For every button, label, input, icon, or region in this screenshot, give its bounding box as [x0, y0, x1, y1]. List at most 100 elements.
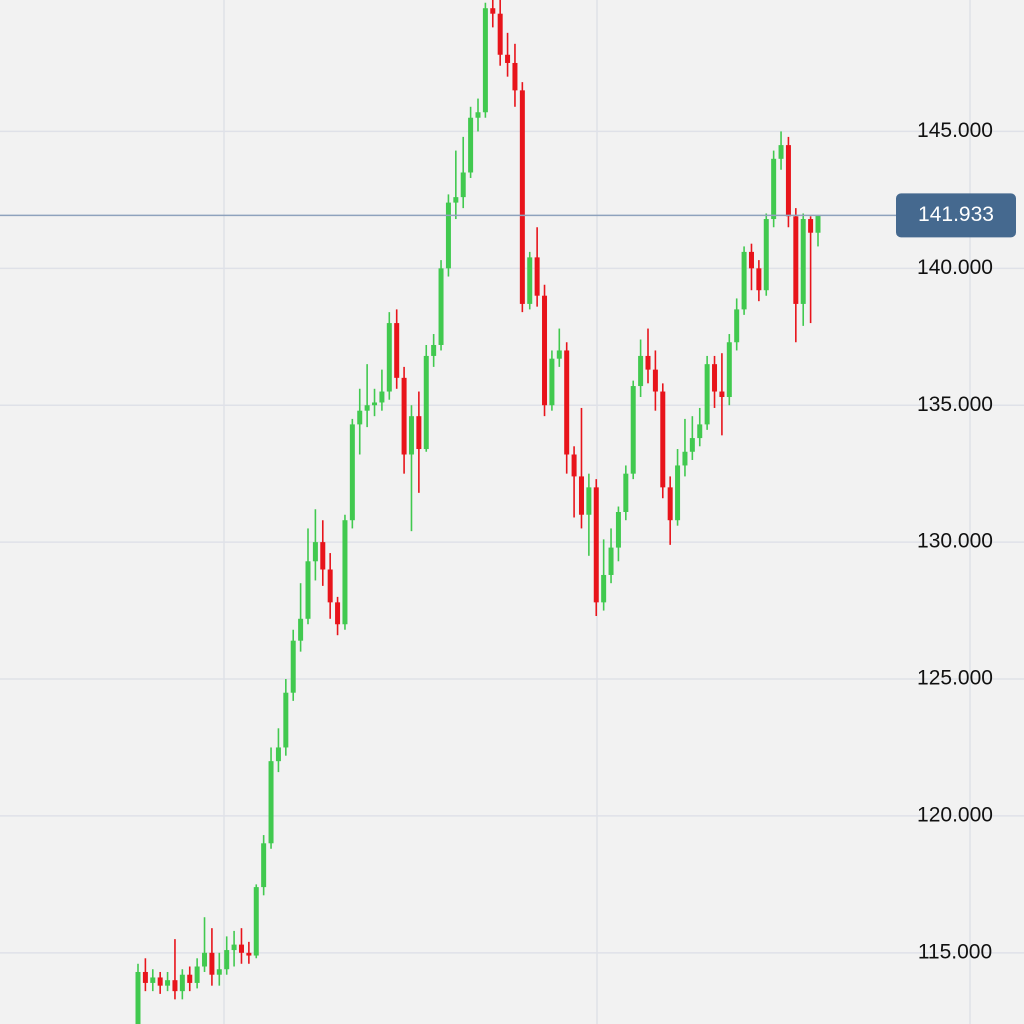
y-tick-label: 135.000	[917, 393, 993, 416]
candle-body	[815, 215, 821, 233]
candle-body	[431, 344, 437, 356]
candle-body	[697, 424, 703, 439]
candle-body	[689, 438, 695, 452]
candle-body	[527, 257, 533, 304]
candle-body	[320, 542, 326, 570]
candle-body	[408, 416, 414, 455]
candle-body	[231, 944, 237, 951]
candle-body	[660, 391, 666, 488]
candle-body	[142, 971, 148, 983]
candle-body	[135, 971, 141, 1024]
candle-body	[726, 342, 732, 398]
candle-body	[357, 410, 363, 425]
candle-body	[386, 323, 392, 392]
candle-body	[623, 473, 629, 512]
candle-body	[490, 8, 496, 14]
candle-body	[275, 747, 281, 762]
candle-body	[652, 369, 658, 392]
candle-body	[268, 761, 274, 844]
candle-body	[556, 350, 562, 359]
candle-body	[416, 416, 422, 450]
y-tick-label: 150.000	[917, 0, 993, 5]
candle-body	[748, 251, 754, 269]
y-tick-label: 145.000	[917, 119, 993, 142]
candle-body	[246, 952, 252, 956]
candle-body	[712, 364, 718, 392]
candle-body	[202, 952, 208, 967]
candle-body	[179, 974, 185, 992]
candle-body	[534, 257, 540, 296]
candle-body	[445, 202, 451, 269]
candle-body	[209, 952, 215, 975]
candle-body	[394, 323, 400, 378]
overlay: 141.933	[0, 193, 1016, 238]
candles	[135, 0, 821, 1024]
candle-body	[349, 424, 355, 521]
candle-body	[372, 402, 378, 406]
candle-body	[187, 974, 193, 983]
candle-body	[549, 358, 555, 406]
candle-body	[741, 251, 747, 310]
candle-body	[460, 172, 466, 198]
candle-body	[771, 158, 777, 220]
candle-body	[342, 520, 348, 625]
candle-body	[800, 219, 806, 304]
candle-body	[379, 391, 385, 403]
candle-body	[785, 145, 791, 217]
y-tick-label: 115.000	[918, 940, 992, 963]
candle-body	[298, 618, 304, 641]
candle-body	[165, 980, 171, 986]
candle-body	[283, 692, 289, 748]
candle-body	[505, 54, 511, 63]
candle-body	[216, 969, 222, 975]
candle-body	[438, 268, 444, 345]
candle-body	[172, 980, 178, 992]
candle-body	[586, 487, 592, 515]
candle-body	[327, 569, 333, 603]
candle-body	[423, 355, 429, 450]
candle-body	[763, 219, 769, 291]
candle-body	[615, 512, 621, 548]
candle-body	[401, 377, 407, 455]
candle-body	[734, 309, 740, 343]
y-tick-label: 130.000	[917, 530, 993, 553]
candle-body	[608, 547, 614, 575]
candle-body	[645, 355, 651, 370]
candle-body	[497, 13, 503, 55]
candle-body	[261, 843, 267, 888]
candle-body	[793, 216, 799, 304]
candle-body	[224, 950, 230, 970]
candle-body	[601, 574, 607, 603]
y-tick-label: 125.000	[917, 667, 993, 690]
candle-body	[630, 386, 636, 474]
candle-body	[808, 219, 814, 233]
candle-body	[290, 640, 296, 693]
y-tick-label: 120.000	[917, 803, 993, 826]
candle-body	[675, 465, 681, 521]
last-price-label: 141.933	[918, 203, 994, 226]
candle-body	[335, 602, 341, 625]
candle-body	[253, 887, 259, 956]
candle-body	[468, 117, 474, 173]
candle-body	[571, 454, 577, 477]
candle-body	[512, 62, 518, 91]
candle-body	[704, 364, 710, 425]
candle-body	[719, 391, 725, 398]
candle-body	[519, 90, 525, 304]
candle-body	[542, 295, 548, 406]
candle-body	[194, 966, 200, 983]
candle-body	[364, 405, 370, 411]
candle-body	[305, 561, 311, 619]
candle-body	[238, 944, 244, 953]
candle-body	[682, 451, 688, 466]
candle-body	[150, 977, 156, 983]
candle-body	[475, 112, 481, 118]
candle-body	[638, 355, 644, 387]
y-tick-label: 140.000	[917, 256, 993, 279]
candle-body	[778, 145, 784, 159]
candle-body	[482, 8, 488, 113]
candle-body	[667, 487, 673, 521]
